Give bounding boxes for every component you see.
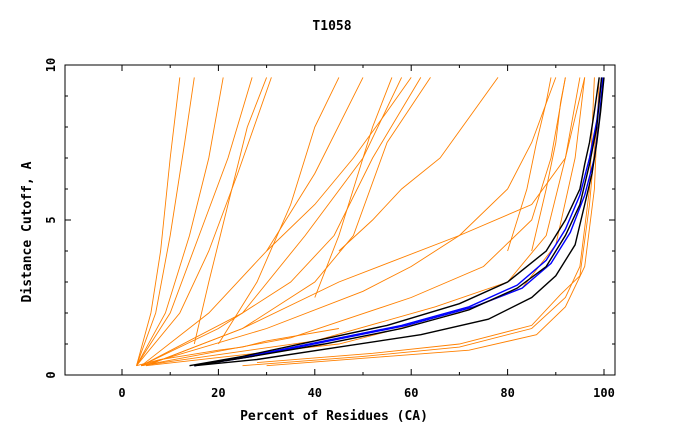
series-line-11 bbox=[141, 77, 566, 367]
x-tick-label-4: 80 bbox=[500, 386, 514, 400]
series-line-24 bbox=[531, 77, 566, 252]
series-line-15 bbox=[242, 77, 595, 367]
series-line-25 bbox=[189, 77, 600, 367]
series-line-2 bbox=[136, 77, 195, 366]
series-line-5 bbox=[136, 77, 272, 366]
x-tick-label-5: 100 bbox=[593, 386, 615, 400]
y-tick-label-2: 10 bbox=[44, 58, 58, 72]
series-line-28 bbox=[194, 77, 603, 367]
series-layer bbox=[136, 77, 605, 367]
y-tick-label-1: 5 bbox=[44, 216, 58, 223]
series-line-23 bbox=[507, 77, 552, 252]
chart-title: T1058 bbox=[312, 19, 351, 34]
series-line-13 bbox=[146, 77, 586, 367]
series-line-19 bbox=[218, 77, 340, 345]
series-line-21 bbox=[338, 77, 499, 252]
y-axis-label: Distance Cutoff, A bbox=[20, 161, 35, 302]
series-line-14 bbox=[145, 77, 586, 367]
x-tick-label-2: 40 bbox=[308, 386, 322, 400]
x-tick-label-1: 20 bbox=[211, 386, 225, 400]
series-line-22 bbox=[266, 77, 412, 252]
series-line-16 bbox=[266, 77, 600, 367]
series-line-12 bbox=[141, 77, 581, 367]
series-line-18 bbox=[193, 77, 268, 345]
x-tick-label-3: 60 bbox=[404, 386, 418, 400]
series-line-20 bbox=[314, 77, 393, 298]
series-line-7 bbox=[141, 77, 403, 367]
series-line-10 bbox=[141, 77, 557, 367]
series-line-1 bbox=[136, 77, 181, 366]
series-line-4 bbox=[136, 77, 253, 366]
plot-frame bbox=[64, 64, 616, 376]
series-line-17 bbox=[256, 95, 600, 364]
series-line-3 bbox=[136, 77, 224, 366]
series-line-8 bbox=[141, 77, 422, 367]
series-line-26 bbox=[194, 77, 605, 367]
x-tick-label-0: 0 bbox=[118, 386, 125, 400]
series-line-9 bbox=[145, 77, 431, 367]
series-line-27 bbox=[194, 77, 603, 367]
x-axis-label: Percent of Residues (CA) bbox=[240, 409, 428, 424]
y-tick-label-0: 0 bbox=[44, 371, 58, 378]
tick-layer: 0 20 40 60 80 100 0 5 10 bbox=[44, 58, 615, 400]
